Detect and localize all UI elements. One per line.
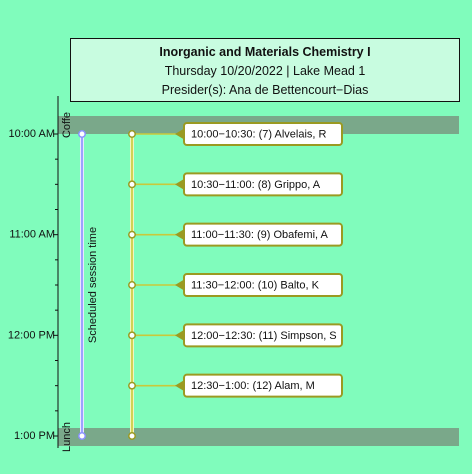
talk-start-dot <box>128 230 136 239</box>
break-label-coffee: Coffe <box>61 112 73 138</box>
talk-label-box <box>183 222 343 247</box>
talk-label: 11:00−11:30: (9) Obafemi, A <box>191 229 329 241</box>
talk-start-dot <box>128 180 136 189</box>
talk-label-box <box>183 122 343 146</box>
talk-pointer <box>175 128 185 140</box>
talk-label: 10:30−11:00: (8) Grippo, A <box>191 179 321 191</box>
talk-label-box <box>183 373 343 398</box>
time-tick-label: 12:00 PM <box>8 329 55 341</box>
talk-start-dot <box>128 331 136 340</box>
time-tick-label: 1:00 PM <box>14 430 55 442</box>
time-tick-label: 10:00 AM <box>9 128 55 140</box>
time-tick-label: 11:00 AM <box>9 229 55 241</box>
talk-pointer <box>175 379 185 392</box>
talk-label-box <box>183 323 343 348</box>
session-end-dot <box>78 432 86 440</box>
talk-label-box <box>183 172 343 197</box>
talk-label: 12:00−12:30: (11) Simpson, S <box>191 330 337 342</box>
talk-pointer <box>175 178 185 191</box>
session-presider: Presider(s): Ana de Bettencourt−Dias <box>161 83 369 97</box>
talk-label-box <box>183 273 343 297</box>
talk-pointer <box>175 279 185 291</box>
talk-label: 12:30−1:00: (12) Alam, M <box>191 380 315 392</box>
talk-start-dot <box>128 281 136 289</box>
session-start-dot <box>78 130 86 138</box>
talk-pointer <box>175 329 185 342</box>
talk-label: 11:30−12:00: (10) Balto, K <box>191 280 320 292</box>
session-bar-label: Scheduled session time <box>87 227 99 343</box>
talk-start-dot <box>128 381 136 390</box>
break-label-lunch: Lunch <box>61 422 73 452</box>
session-header: Inorganic and Materials Chemistry I Thur… <box>70 38 460 102</box>
session-title: Inorganic and Materials Chemistry I <box>159 45 371 59</box>
talk-pointer <box>175 228 185 241</box>
talk-start-dot <box>128 130 136 138</box>
break-band <box>58 428 459 446</box>
session-date-location: Thursday 10/20/2022 | Lake Mead 1 <box>164 64 366 78</box>
talk-end-dot <box>128 432 136 440</box>
talk-label: 10:00−10:30: (7) Alvelais, R <box>191 129 326 141</box>
